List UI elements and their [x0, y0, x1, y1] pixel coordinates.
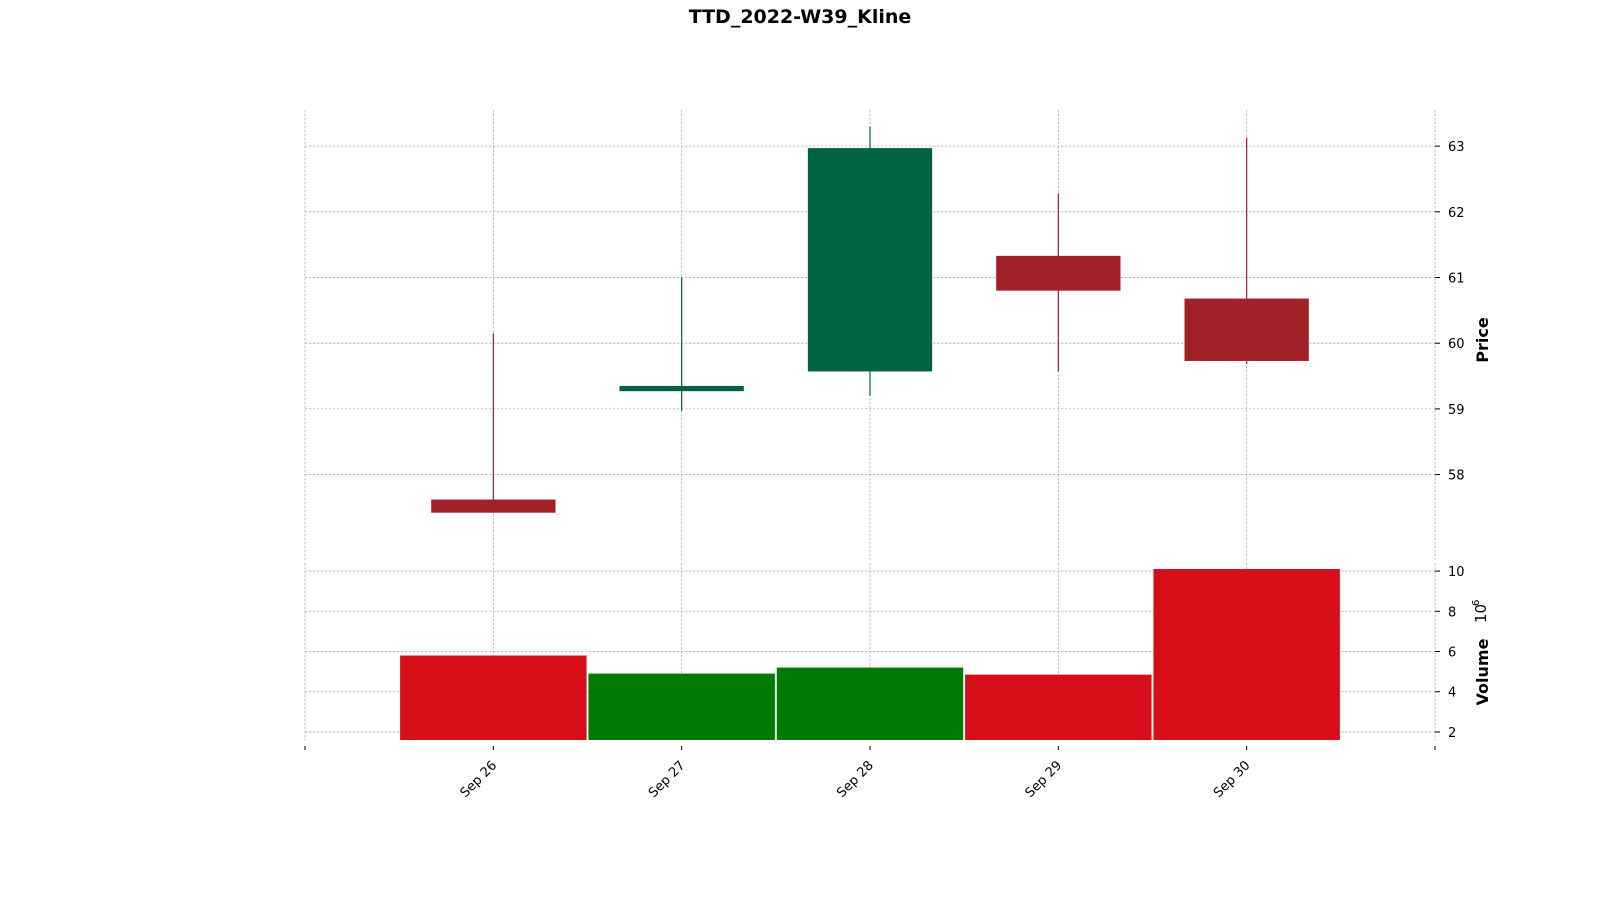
price-panel: 58 59 60 61 62 63	[304, 110, 1465, 560]
volume-multiplier: 10 6	[1471, 600, 1490, 623]
price-tick-label: 59	[1448, 403, 1465, 418]
price-tick-label: 60	[1448, 337, 1465, 352]
volume-multiplier-base: 10	[1472, 604, 1490, 623]
x-tick-label: Sep 30	[1211, 758, 1254, 801]
price-tick-label: 62	[1448, 206, 1465, 221]
price-axis-label: Price	[1473, 317, 1492, 363]
price-tick-label: 58	[1448, 469, 1465, 484]
price-tick-label: 61	[1448, 272, 1465, 287]
candle-body	[619, 385, 744, 392]
candle-body	[807, 148, 933, 372]
volume-bar	[588, 673, 775, 740]
candle-body	[431, 499, 556, 513]
volume-bar	[776, 667, 964, 740]
volume-tick-label: 8	[1448, 605, 1456, 620]
volume-panel: 2 4 6 8 10	[304, 563, 1465, 741]
chart-title: TTD_2022-W39_Kline	[689, 6, 912, 28]
candle-body	[996, 255, 1121, 291]
x-tick-label: Sep 28	[834, 758, 877, 801]
volume-tick-label: 4	[1448, 686, 1456, 701]
volume-tick-label: 6	[1448, 646, 1456, 661]
volume-tick-label: 10	[1448, 565, 1465, 580]
volume-bar	[965, 674, 1152, 740]
volume-multiplier-exponent: 6	[1471, 600, 1482, 606]
candle-body	[1184, 298, 1309, 361]
volume-axis-label: Volume	[1473, 638, 1492, 705]
x-tick-label: Sep 27	[646, 758, 689, 801]
price-tick-label: 63	[1448, 140, 1465, 155]
x-tick-label: Sep 29	[1023, 758, 1066, 801]
x-axis: Sep 26 Sep 27 Sep 28 Sep 29 Sep 30	[304, 746, 1436, 801]
volume-bar	[1153, 569, 1340, 740]
volume-bar	[400, 655, 587, 740]
x-tick-label: Sep 26	[458, 758, 501, 801]
volume-tick-label: 2	[1448, 726, 1456, 741]
